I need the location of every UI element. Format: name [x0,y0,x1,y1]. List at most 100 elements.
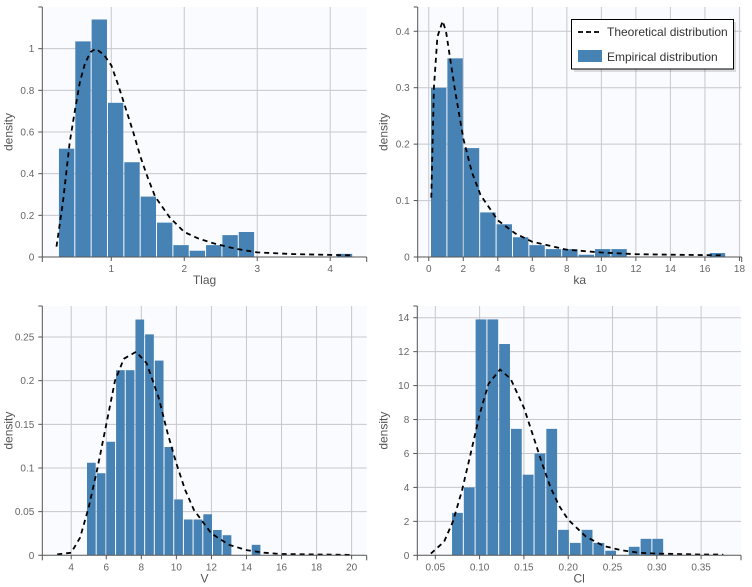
x-tick-label: 16 [699,264,711,275]
y-tick-label: 0.3 [396,83,410,94]
x-tick-label: 4 [68,562,74,573]
histogram-bar [512,237,529,257]
y-tick-label: 0.4 [20,169,34,180]
legend-empirical-label: Empirical distribution [607,50,718,64]
histogram-bar [463,148,480,257]
histogram-bar [569,542,581,556]
histogram-bar [154,360,164,556]
x-tick-label: 12 [206,562,218,573]
legend: Theoretical distribution Empirical distri… [571,19,736,72]
x-tick-label: 10 [596,264,608,275]
histogram-bar [447,58,463,257]
y-tick-label: 0.2 [396,140,410,151]
x-tick-label: 0.15 [514,562,534,573]
histogram-panel-ka: 0 2 4 6 8 10 12 14 16 18 0 0.1 0.2 0.3 0.4 ka density [377,6,746,287]
histogram-bar [475,319,487,556]
histogram-bar [336,253,353,257]
legend-theoretical-label: Theoretical distribution [607,25,728,39]
theoretical-density-curve [430,368,724,556]
y-tick-label: 0.15 [15,420,35,431]
x-axis-label: Cl [573,571,584,585]
histogram-bar [206,245,222,257]
y-tick-label: 0.8 [20,86,34,97]
histogram-bar [593,542,605,556]
plot-background [42,306,367,556]
x-tick-label: 6 [103,562,109,573]
y-tick-label: 0 [29,253,35,264]
histogram-bar [496,224,512,257]
legend-bar-swatch [578,50,602,62]
x-tick-label: 4 [327,264,333,275]
x-tick-label: 16 [276,562,288,573]
histogram-bar [430,87,447,258]
histogram-bar [203,514,212,556]
x-tick-label: 0.25 [603,562,623,573]
y-tick-label: 1 [29,44,35,55]
histogram-bar [628,546,640,556]
histogram-bar [558,529,569,556]
y-tick-label: 8 [404,415,410,426]
y-tick-label: 6 [404,449,410,460]
histogram-bar [487,319,499,556]
x-tick-label: 0.05 [426,562,446,573]
histogram-bar [183,519,193,556]
histogram-bar [222,535,232,556]
x-tick-label: 4 [495,264,501,275]
x-tick-label: 0.35 [691,562,711,573]
y-tick-label: 0 [404,551,410,562]
histogram-bar [534,453,546,556]
y-tick-label: 10 [398,381,410,392]
x-tick-label: 2 [460,264,466,275]
y-axis-label: density [377,113,391,151]
y-tick-label: 4 [404,483,410,494]
x-tick-label: 14 [241,562,253,573]
histogram-bar [86,462,96,556]
y-tick-label: 0 [29,551,35,562]
histogram-bar [145,334,154,556]
y-tick-label: 0.1 [396,196,410,207]
x-tick-label: 8 [564,264,570,275]
histogram-bar [107,102,124,257]
histogram-panel-cl: 0.05 0.10 0.15 0.20 0.25 0.30 0.35 0 2 4 6 8 10 12 14 C… [376,305,742,585]
x-tick-label: 18 [311,562,323,573]
y-tick-label: 2 [404,517,410,528]
x-tick-label: 12 [630,264,642,275]
histogram-bar [522,474,534,556]
theoretical-density-curve [55,47,353,257]
histogram-bar [222,235,238,257]
histogram-bar [581,529,593,556]
histogram-bar [529,245,545,257]
histogram-bar [125,370,135,556]
y-tick-label: 0.1 [20,463,34,474]
histogram-bar [140,196,157,257]
x-tick-label: 0 [426,264,432,275]
histogram-bar [499,344,510,556]
y-tick-label: 12 [398,347,410,358]
histogram-bar [96,473,106,556]
y-axis-label: density [376,412,390,450]
x-tick-label: 6 [530,264,536,275]
y-tick-label: 0.2 [20,211,34,222]
histogram-bar [91,19,107,257]
x-tick-label: 14 [665,264,677,275]
histogram-panel-tlag: 1 2 3 4 0 0.2 0.4 0.6 0.8 1 Tlag density [1,6,368,287]
histogram-bar [164,447,174,556]
x-tick-label: 0.30 [647,562,667,573]
histogram-bar [605,550,617,556]
y-axis-label: density [1,113,15,151]
x-tick-label: 18 [734,264,746,275]
x-tick-label: 8 [139,562,145,573]
histogram-bar [578,254,594,257]
x-tick-label: 3 [254,264,260,275]
y-tick-label: 0.05 [15,507,35,518]
histogram-bar [640,538,652,556]
histogram-bar [652,538,664,556]
histogram-bar [106,441,116,556]
histogram-bar [238,232,255,257]
histogram-bar [157,222,173,257]
y-tick-label: 14 [398,313,410,324]
x-tick-label: 2 [181,264,187,275]
histogram-bar [58,148,75,257]
histogram-bar [193,519,203,556]
